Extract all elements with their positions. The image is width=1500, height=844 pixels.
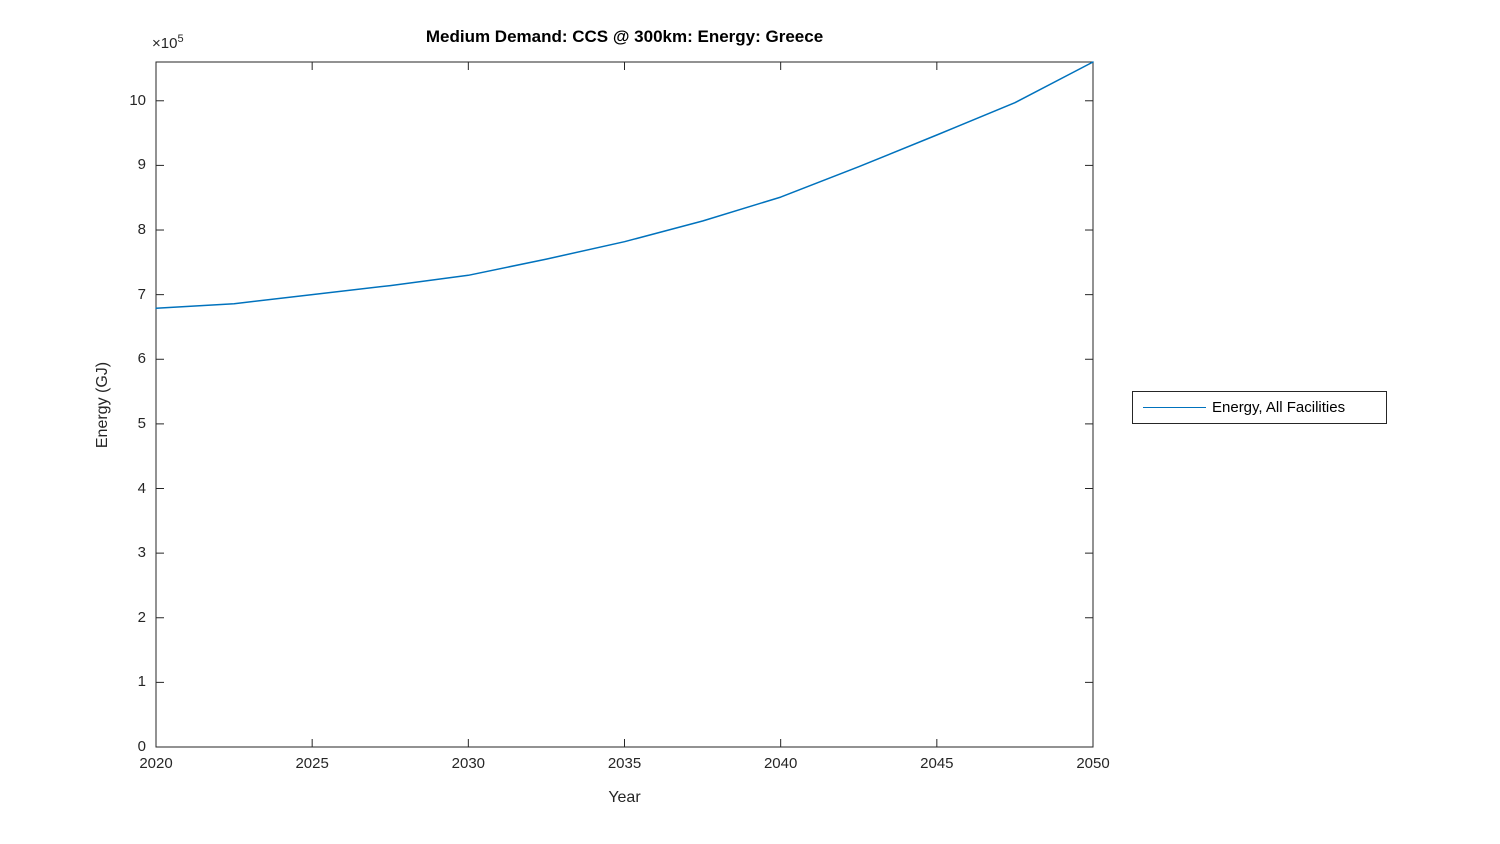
y-tick-label: 8 [137, 221, 146, 239]
energy-line [155, 61, 1094, 309]
y-tick-label: 3 [137, 544, 146, 562]
y-axis-multiplier: ×105 [152, 33, 184, 52]
x-tick-label: 2020 [139, 755, 173, 772]
legend-line-sample-icon [1143, 407, 1206, 408]
x-tick-label: 2045 [920, 755, 954, 772]
x-axis-label: Year [608, 789, 641, 806]
x-tick-label: 2035 [607, 755, 642, 772]
y-axis-multiplier-exponent: 5 [177, 33, 184, 45]
x-tick-label: 2030 [451, 755, 486, 772]
y-tick-label: 6 [137, 350, 146, 368]
y-tick-label: 5 [137, 414, 146, 432]
legend-box: Energy, All Facilities [1132, 391, 1387, 424]
axes-box [155, 61, 1094, 748]
y-tick-label: 4 [137, 479, 146, 497]
y-tick-label: 0 [137, 738, 146, 755]
y-tick-label: 1 [137, 673, 146, 691]
y-tick-label: 9 [137, 156, 146, 174]
x-tick-label: 2040 [763, 755, 798, 772]
y-tick-label: 7 [137, 285, 146, 303]
legend-entry-label: Energy, All Facilities [1212, 399, 1346, 416]
x-tick-label: 2050 [1076, 755, 1110, 772]
chart-title: Medium Demand: CCS @ 300km: Energy: Gree… [425, 27, 824, 46]
x-tick-label: 2025 [295, 755, 329, 772]
y-tick-label: 10 [129, 91, 146, 109]
y-tick-label: 2 [137, 608, 146, 626]
y-axis-multiplier-base: ×10 [152, 35, 178, 52]
y-axis-label: Energy (GJ) [94, 361, 111, 449]
